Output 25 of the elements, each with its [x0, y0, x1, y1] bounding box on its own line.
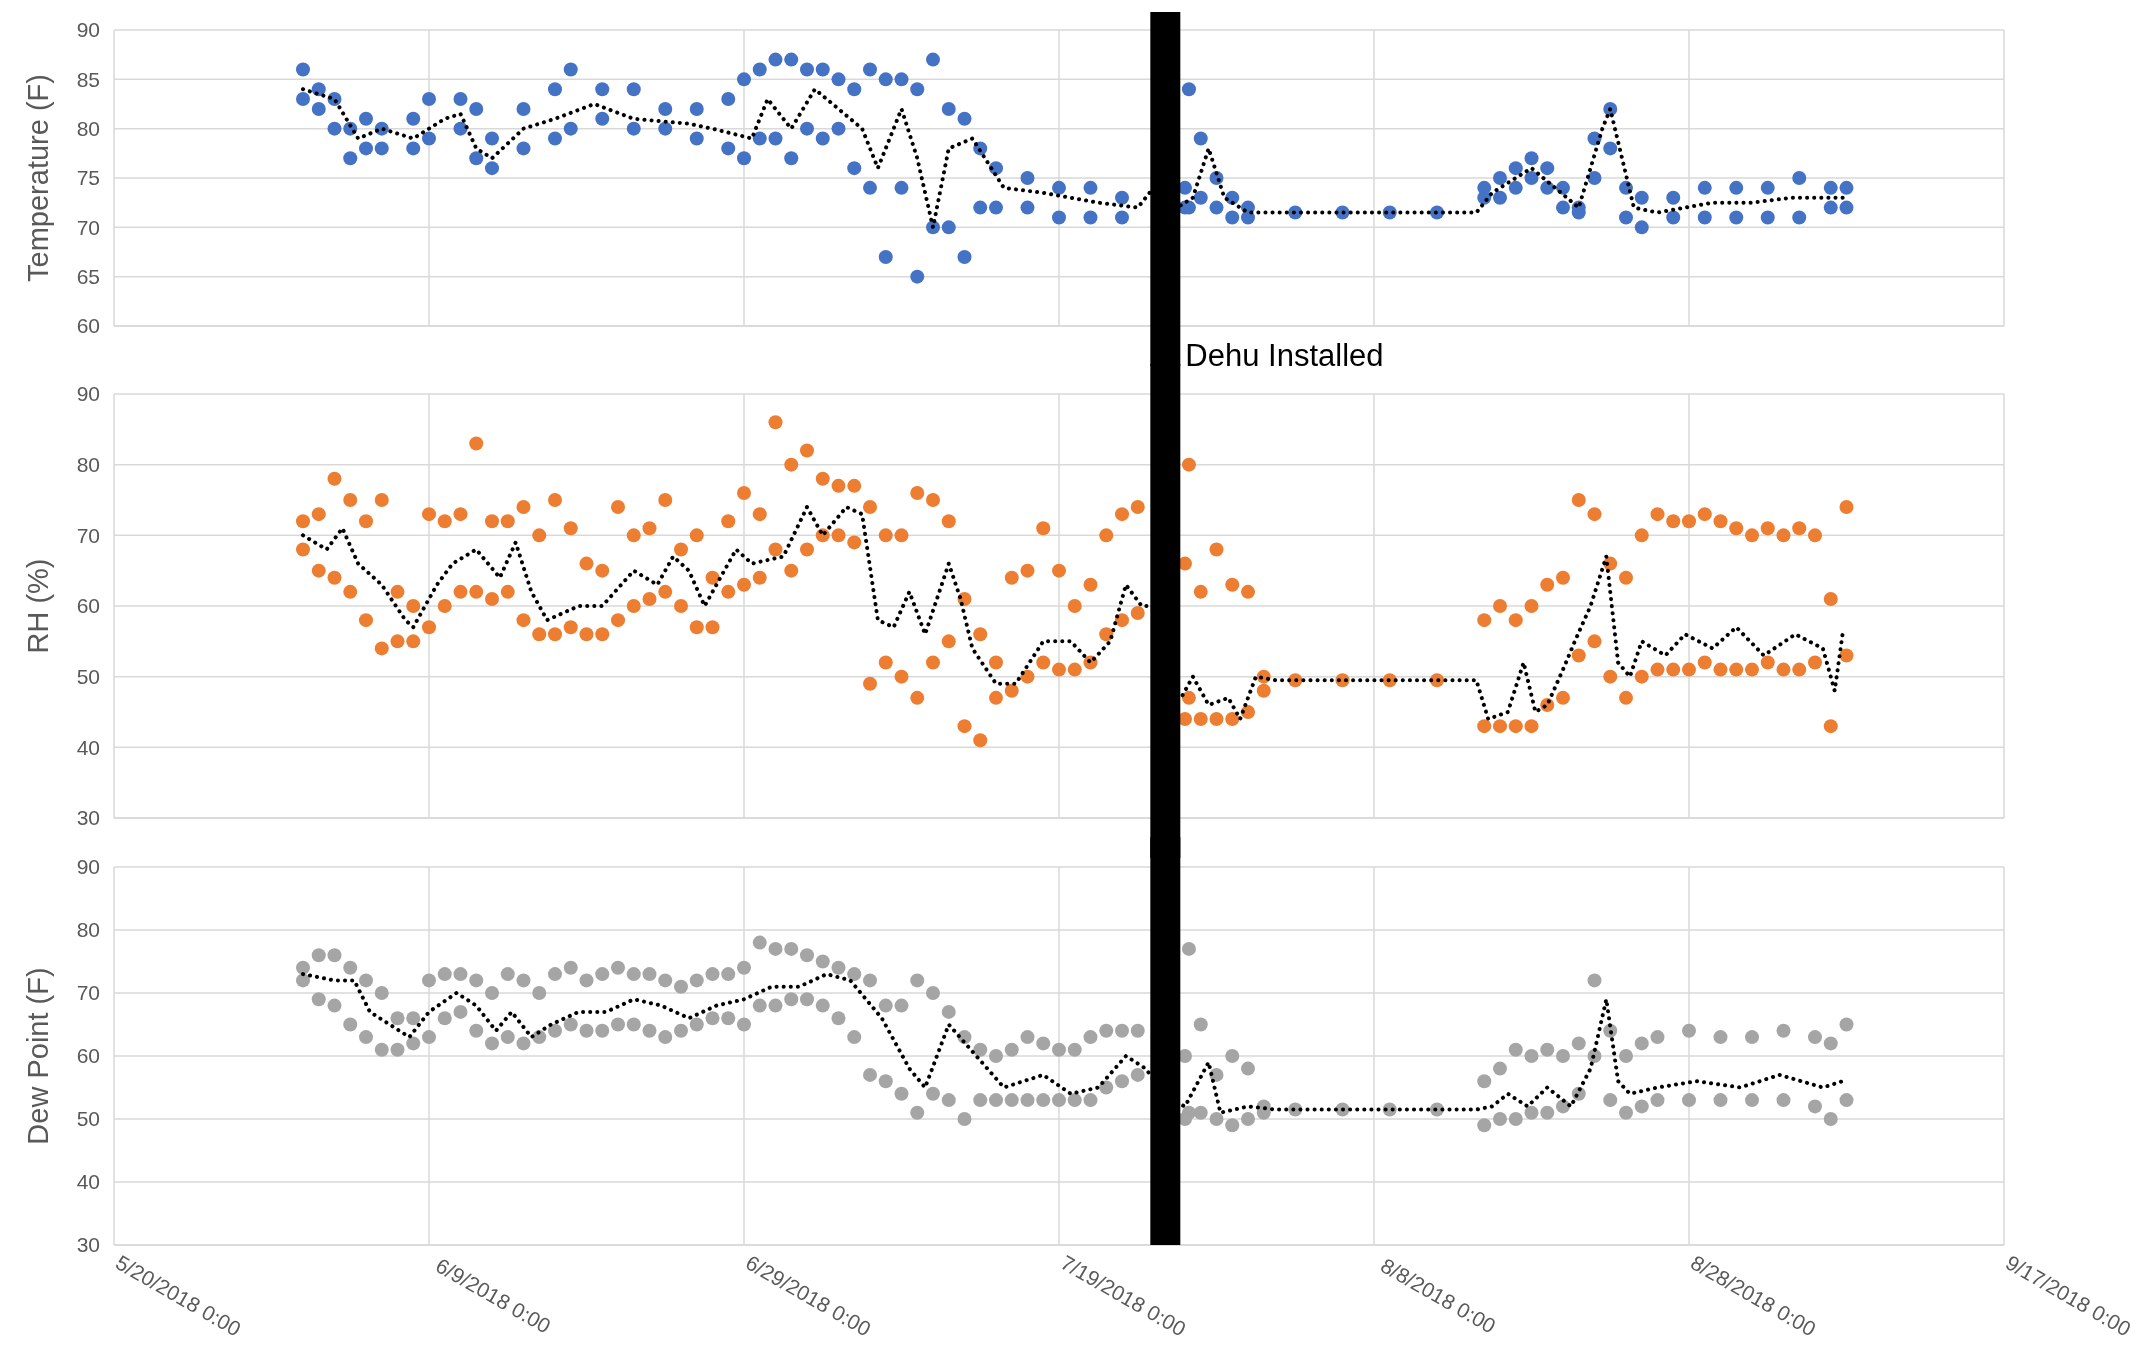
y-tick-label: 70 — [76, 523, 100, 547]
y-tick-label: 50 — [76, 665, 100, 689]
y-tick-label: 60 — [76, 314, 100, 338]
y-tick-label: 40 — [76, 1170, 100, 1194]
y-tick-label: 30 — [76, 1233, 100, 1257]
y-tick-label: 90 — [76, 382, 100, 406]
y-tick-label: 50 — [76, 1107, 100, 1131]
y-tick-label: 90 — [76, 18, 100, 42]
y-tick-label: 30 — [76, 806, 100, 830]
y-tick-label: 70 — [76, 981, 100, 1005]
y-tick-label: 75 — [76, 166, 100, 190]
y-tick-label: 70 — [76, 215, 100, 239]
y-tick-label: 65 — [76, 265, 100, 289]
y-tick-label: 90 — [76, 855, 100, 879]
y-tick-label: 40 — [76, 735, 100, 759]
y-axis-title: RH (%) — [22, 558, 54, 654]
y-axis-title: Temperature (F) — [22, 74, 54, 282]
y-tick-label: 60 — [76, 1044, 100, 1068]
y-axis-title: Dew Point (F) — [22, 967, 54, 1145]
y-tick-label: 85 — [76, 67, 100, 91]
y-tick-label: 60 — [76, 594, 100, 618]
ref-line-label: Dehu Installed — [1185, 338, 1384, 373]
y-tick-label: 80 — [76, 453, 100, 477]
y-tick-label: 80 — [76, 918, 100, 942]
y-tick-label: 80 — [76, 117, 100, 141]
